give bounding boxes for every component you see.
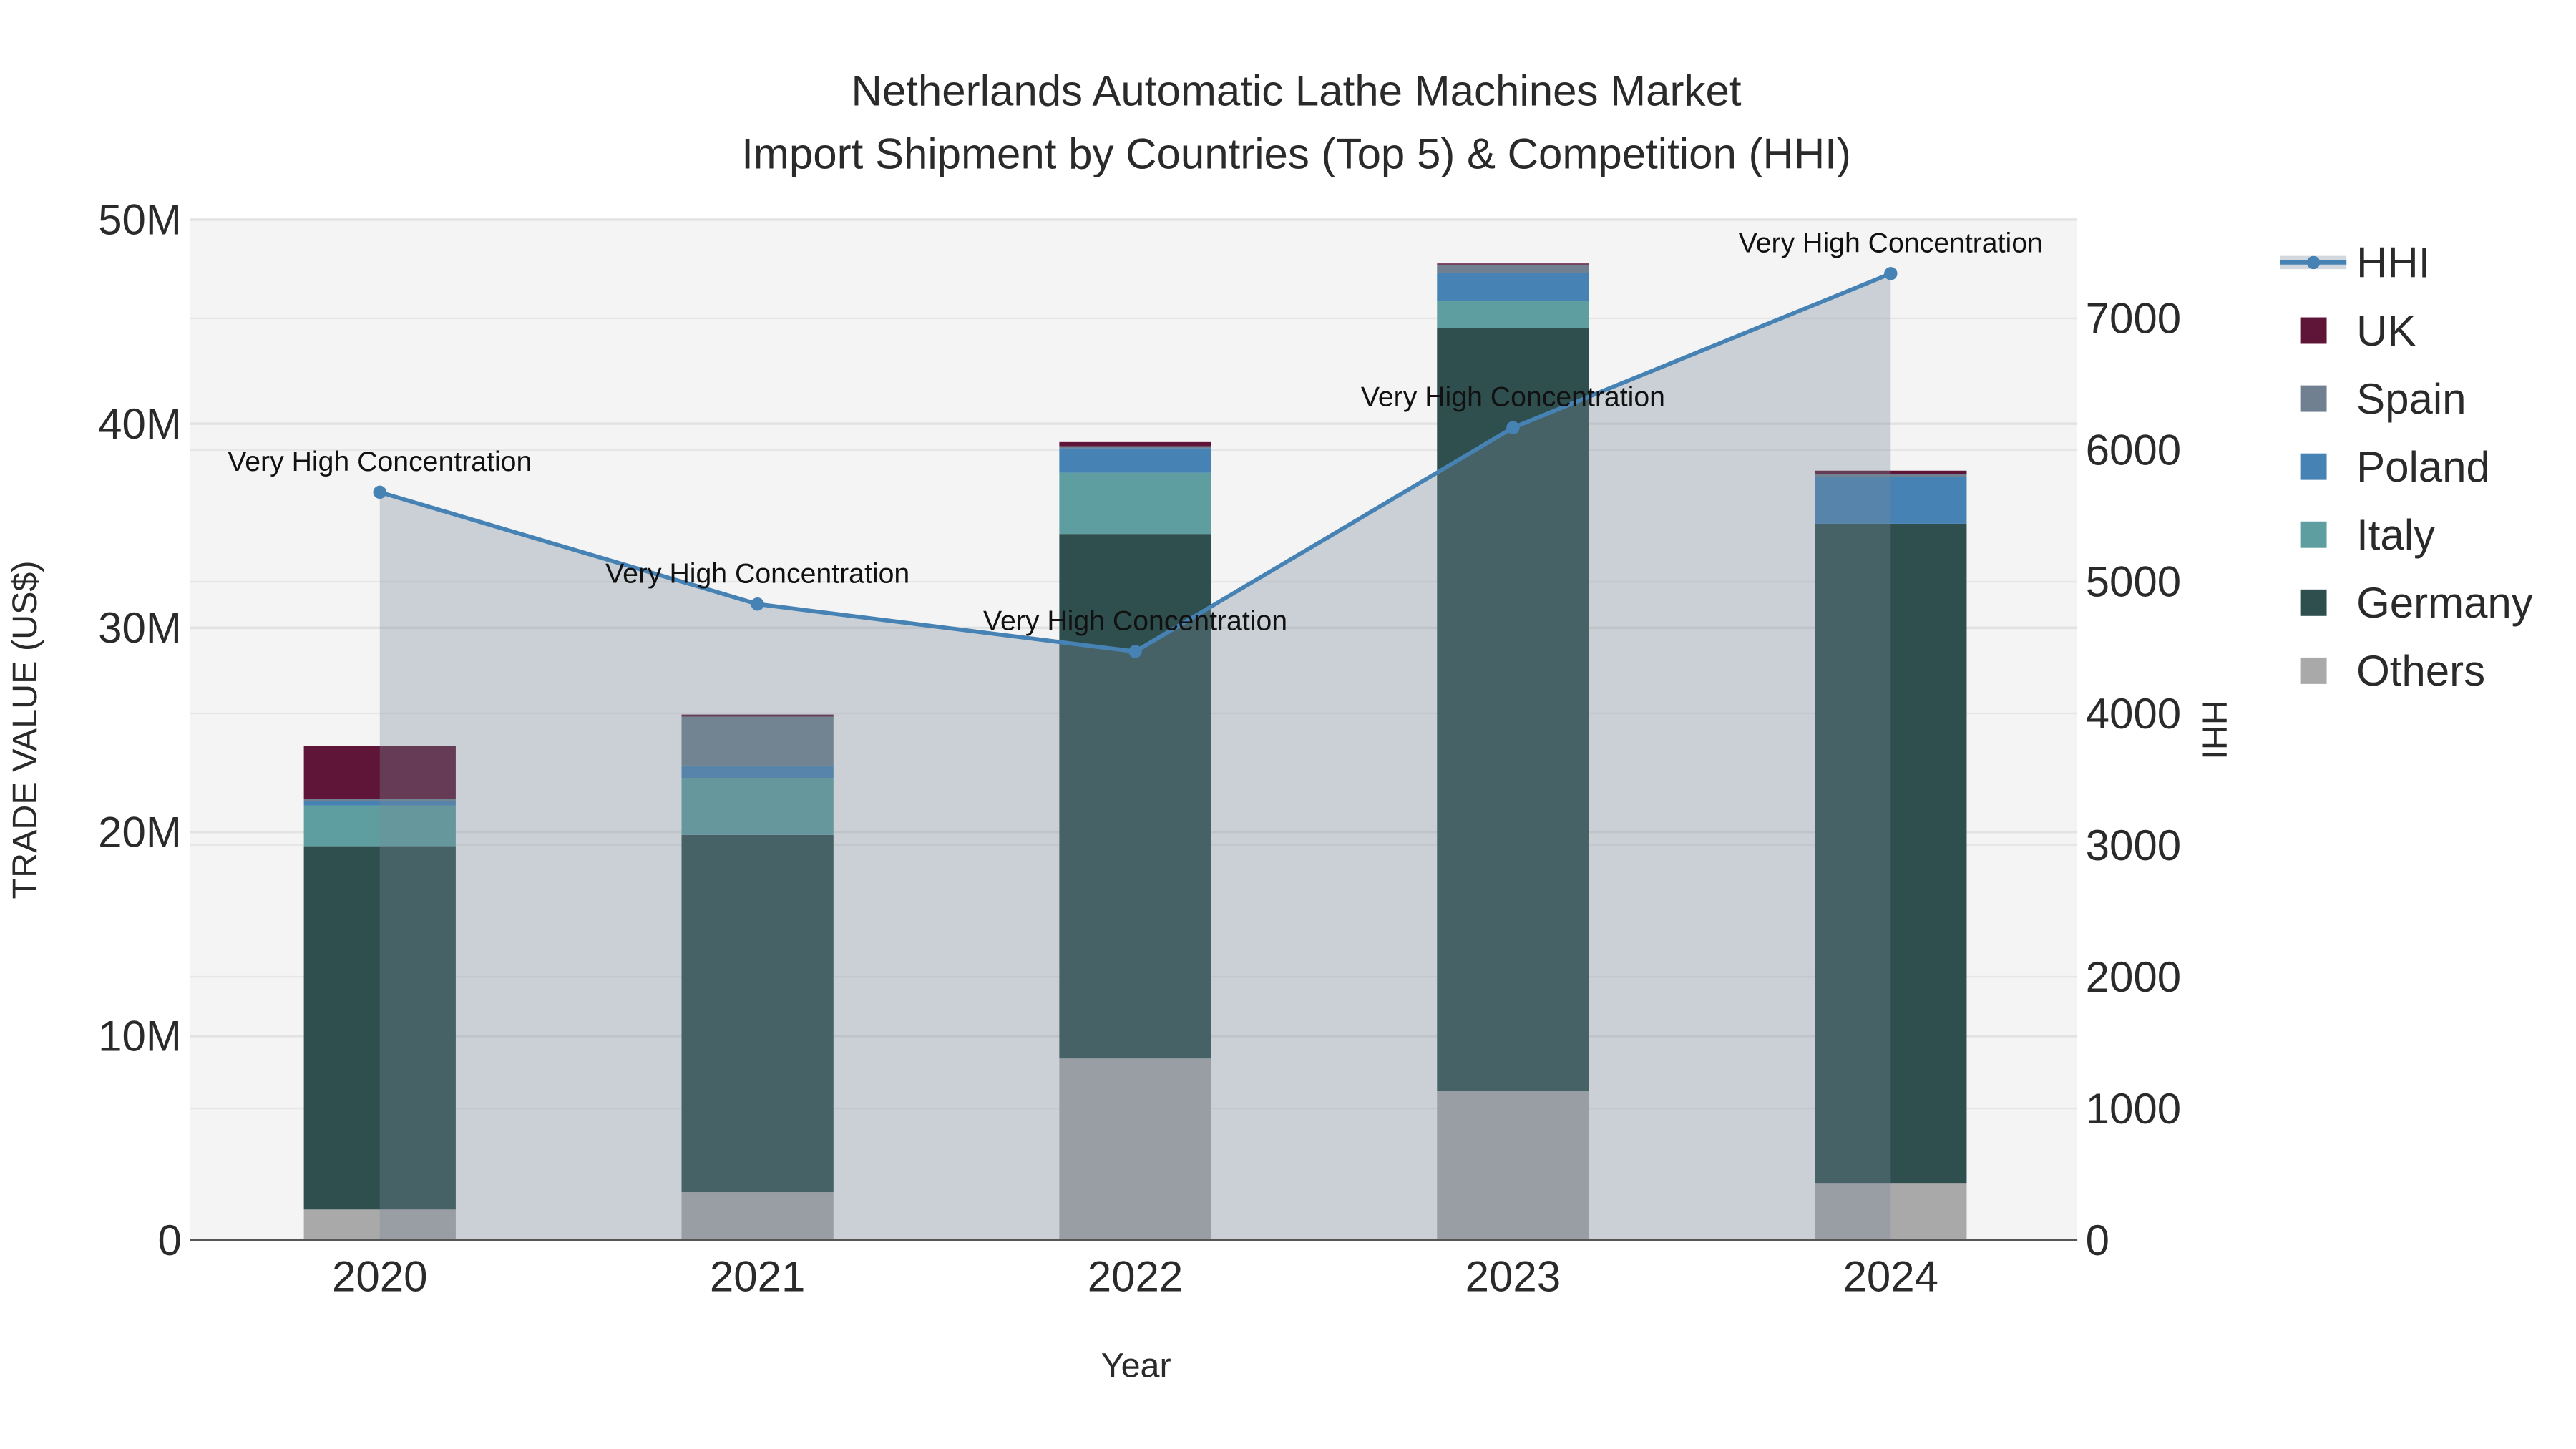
bar-others-2020 bbox=[303, 1209, 456, 1241]
bar-spain-2020 bbox=[303, 799, 456, 801]
y2-tick-label: 0 bbox=[2086, 1216, 2109, 1264]
y2-tick-label: 5000 bbox=[2086, 558, 2181, 606]
y-tick-label: 10M bbox=[98, 1013, 182, 1060]
bar-spain-2024 bbox=[1815, 474, 1967, 477]
legend-item-uk[interactable]: UK bbox=[2300, 307, 2416, 355]
bar-italy-2023 bbox=[1437, 301, 1589, 328]
legend-item-germany[interactable]: Germany bbox=[2300, 579, 2533, 627]
legend-label: Others bbox=[2356, 647, 2485, 695]
chart-subtitle: Import Shipment by Countries (Top 5) & C… bbox=[741, 130, 1851, 177]
y2-tick-label: 2000 bbox=[2086, 953, 2181, 1001]
legend-marker bbox=[2306, 255, 2321, 270]
bar-spain-2022 bbox=[1059, 446, 1211, 449]
bar-germany-2024 bbox=[1815, 523, 1967, 1184]
hhi-annotation: Very High Concentration bbox=[983, 605, 1287, 637]
bar-germany-2020 bbox=[303, 846, 456, 1210]
hhi-point bbox=[751, 597, 764, 611]
y2-axis-label: HHI bbox=[2195, 700, 2233, 759]
legend-swatch bbox=[2300, 521, 2327, 548]
y-tick-label: 40M bbox=[98, 400, 182, 448]
hhi-annotation: Very High Concentration bbox=[228, 446, 532, 477]
bar-poland-2023 bbox=[1437, 273, 1589, 302]
legend-label: Poland bbox=[2356, 443, 2490, 491]
bar-others-2021 bbox=[681, 1192, 834, 1241]
bar-uk-2020 bbox=[303, 746, 456, 799]
y-tick-label: 30M bbox=[98, 604, 182, 652]
hhi-point bbox=[1884, 267, 1898, 280]
bar-germany-2023 bbox=[1437, 328, 1589, 1091]
bar-uk-2022 bbox=[1059, 441, 1211, 447]
legend-swatch bbox=[2300, 589, 2327, 616]
y2-tick-label: 7000 bbox=[2086, 295, 2181, 343]
legend-item-hhi[interactable]: HHI bbox=[2280, 239, 2430, 287]
x-tick-label: 2024 bbox=[1843, 1253, 1938, 1301]
bar-poland-2021 bbox=[681, 765, 834, 779]
legend-label: Germany bbox=[2356, 579, 2533, 627]
hhi-point bbox=[373, 485, 386, 499]
x-tick-label: 2021 bbox=[710, 1253, 805, 1301]
legend-item-italy[interactable]: Italy bbox=[2300, 511, 2436, 559]
y-tick-label: 20M bbox=[98, 808, 182, 856]
bar-others-2024 bbox=[1815, 1183, 1967, 1241]
y2-tick-label: 1000 bbox=[2086, 1085, 2181, 1133]
y-axis-label: TRADE VALUE (US$) bbox=[6, 561, 44, 899]
bar-others-2022 bbox=[1059, 1058, 1211, 1241]
x-axis-label: Year bbox=[1101, 1347, 1171, 1385]
bar-italy-2022 bbox=[1059, 472, 1211, 535]
y-tick-label: 0 bbox=[157, 1216, 181, 1264]
hhi-annotation: Very High Concentration bbox=[1739, 227, 2043, 258]
y2-tick-label: 3000 bbox=[2086, 821, 2181, 869]
bar-spain-2021 bbox=[681, 716, 834, 766]
legend-label: Italy bbox=[2356, 511, 2435, 559]
bar-italy-2020 bbox=[303, 805, 456, 847]
y2-tick-label: 4000 bbox=[2086, 690, 2181, 738]
bar-spain-2023 bbox=[1437, 264, 1589, 273]
x-tick-label: 2023 bbox=[1465, 1253, 1561, 1301]
x-tick-label: 2022 bbox=[1088, 1253, 1183, 1301]
bar-uk-2024 bbox=[1815, 470, 1967, 474]
bar-uk-2023 bbox=[1437, 263, 1589, 265]
bar-poland-2022 bbox=[1059, 448, 1211, 473]
hhi-area bbox=[379, 273, 1891, 1241]
legend-label: UK bbox=[2356, 307, 2416, 355]
hhi-annotation: Very High Concentration bbox=[605, 557, 909, 589]
chart-title: Netherlands Automatic Lathe Machines Mar… bbox=[852, 67, 1742, 115]
legend-label: Spain bbox=[2356, 375, 2466, 423]
legend-swatch bbox=[2300, 317, 2327, 344]
y-tick-label: 50M bbox=[98, 196, 182, 244]
hhi-annotation: Very High Concentration bbox=[1361, 381, 1665, 413]
hhi-point bbox=[1506, 421, 1520, 434]
y2-tick-label: 6000 bbox=[2086, 426, 2181, 474]
legend-swatch bbox=[2300, 453, 2327, 480]
bar-poland-2020 bbox=[303, 801, 456, 806]
legend-item-poland[interactable]: Poland bbox=[2300, 443, 2490, 491]
hhi-point bbox=[1128, 645, 1142, 658]
legend-swatch bbox=[2300, 385, 2327, 412]
bar-others-2023 bbox=[1437, 1091, 1589, 1241]
bar-italy-2021 bbox=[681, 778, 834, 835]
bar-poland-2024 bbox=[1815, 477, 1967, 524]
legend-swatch bbox=[2300, 657, 2327, 684]
x-tick-label: 2020 bbox=[332, 1253, 427, 1301]
legend-item-spain[interactable]: Spain bbox=[2300, 375, 2467, 423]
legend-label: HHI bbox=[2356, 239, 2430, 287]
legend-item-others[interactable]: Others bbox=[2300, 647, 2486, 695]
bar-uk-2021 bbox=[681, 714, 834, 717]
bar-germany-2021 bbox=[681, 834, 834, 1193]
